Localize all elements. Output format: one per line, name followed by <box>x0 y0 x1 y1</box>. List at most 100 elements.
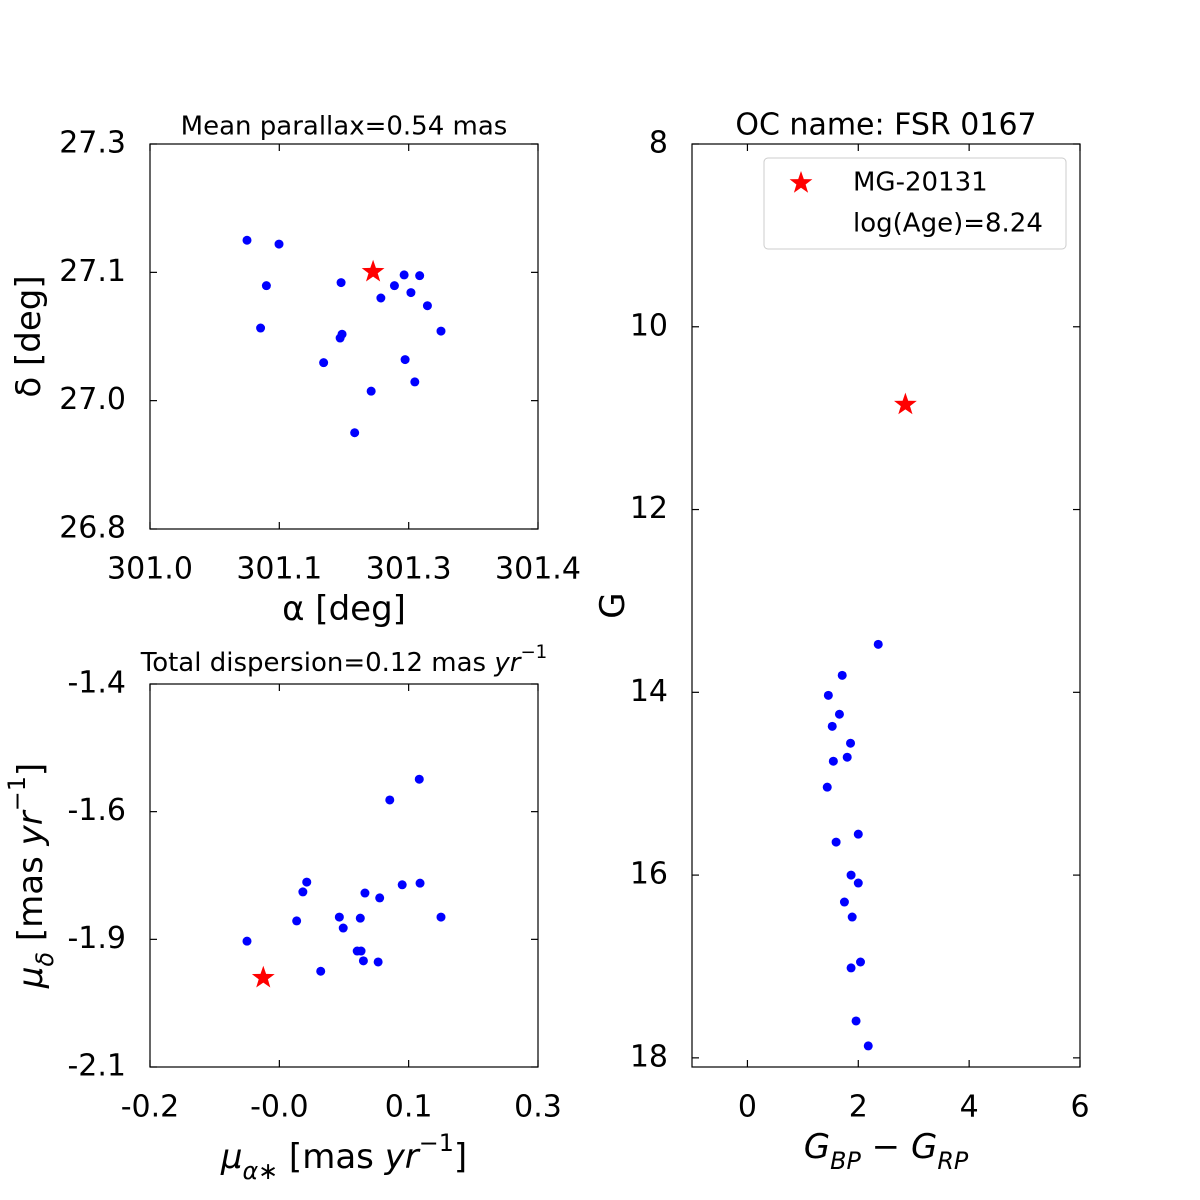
point <box>360 888 370 898</box>
point <box>338 923 348 933</box>
x-tick-label: 6 <box>1070 1090 1089 1125</box>
point <box>436 326 446 336</box>
point <box>873 639 883 649</box>
point <box>853 829 863 839</box>
point <box>376 293 386 303</box>
x-tick-label: -0.2 <box>121 1090 180 1125</box>
x-tick-label: 301.1 <box>236 552 322 587</box>
axes-frame <box>149 683 539 1068</box>
x-tick-label: -0.0 <box>250 1090 309 1125</box>
y-tick-label: -1.4 <box>67 666 126 701</box>
point <box>358 956 368 966</box>
label-part: RP <box>937 1147 969 1175</box>
x-tick-label: 0.1 <box>385 1090 433 1125</box>
label-part: μ <box>220 1137 243 1177</box>
point <box>242 936 252 946</box>
star-point <box>894 392 917 415</box>
point <box>847 912 857 922</box>
point <box>842 752 852 762</box>
label-part: Total dispersion=0.12 mas <box>140 648 495 678</box>
point <box>397 880 407 890</box>
point <box>356 946 366 956</box>
point <box>319 358 329 368</box>
axes-frame <box>691 143 1081 1068</box>
label-part: α [deg] <box>282 589 406 629</box>
label-part: yr <box>384 1137 421 1177</box>
label-part: − <box>861 1127 911 1167</box>
point <box>436 912 446 922</box>
point <box>355 913 365 923</box>
y-tick-label: 27.3 <box>59 126 126 161</box>
x-tick-label: 2 <box>849 1090 868 1125</box>
y-tick-label: 16 <box>630 857 668 892</box>
point <box>406 288 416 298</box>
legend-note: log(Age)=8.24 <box>853 209 1043 239</box>
x-axis-label: μα∗ [mas yr−1] <box>220 1129 467 1185</box>
point <box>242 235 252 245</box>
label-part: yr <box>493 648 522 678</box>
y-tick-label: 18 <box>630 1039 668 1074</box>
label-part: G <box>911 1127 937 1167</box>
point <box>823 690 833 700</box>
label-part: −1 <box>419 1129 454 1157</box>
label-part: −1 <box>3 776 31 811</box>
y-tick-label: 27.1 <box>59 254 126 289</box>
point <box>366 386 376 396</box>
y-tick-label: 10 <box>630 308 668 343</box>
point <box>298 887 308 897</box>
point <box>336 278 346 288</box>
label-part: δ [deg] <box>9 275 49 397</box>
label-part: μ <box>11 966 51 989</box>
label-part: yr <box>11 809 51 846</box>
label-part: α∗ <box>242 1157 278 1185</box>
point <box>834 709 844 719</box>
label-part: G <box>804 1127 830 1167</box>
point <box>822 782 832 792</box>
chart-title: OC name: FSR 0167 <box>735 108 1036 143</box>
point <box>399 270 409 280</box>
point <box>837 670 847 680</box>
point <box>415 878 425 888</box>
y-tick-label: 8 <box>649 126 668 161</box>
y-tick-label: -1.6 <box>67 793 126 828</box>
y-tick-label: 27.0 <box>59 382 126 417</box>
point <box>846 963 856 973</box>
y-axis-label: δ [deg] <box>9 275 49 397</box>
chart-title: Total dispersion=0.12 mas yr−1 <box>140 642 548 678</box>
point <box>337 329 347 339</box>
x-tick-label: 301.4 <box>495 552 581 587</box>
point <box>846 738 856 748</box>
legend-marker <box>789 171 813 193</box>
point <box>422 301 432 311</box>
x-tick-label: 301.0 <box>107 552 193 587</box>
y-tick-label: -2.1 <box>67 1049 126 1084</box>
point <box>373 957 383 967</box>
point <box>302 877 312 887</box>
x-axis-label: GBP − GRP <box>804 1127 969 1175</box>
x-tick-label: 301.3 <box>366 552 452 587</box>
point <box>846 870 856 880</box>
point <box>414 774 424 784</box>
point <box>292 916 302 926</box>
point <box>316 966 326 976</box>
point <box>853 878 863 888</box>
label-part: δ <box>31 952 59 967</box>
point <box>828 756 838 766</box>
y-axis-label: μδ [mas yr−1] <box>3 763 59 989</box>
legend-label: MG-20131 <box>853 168 988 198</box>
label-part: BP <box>830 1147 861 1175</box>
point <box>415 271 425 281</box>
point <box>410 377 420 387</box>
point <box>261 281 271 291</box>
x-axis-label: α [deg] <box>282 589 406 629</box>
label-part: ] <box>11 763 51 776</box>
chart-title: Mean parallax=0.54 mas <box>181 112 508 142</box>
point <box>827 721 837 731</box>
label-part: [mas <box>278 1137 385 1177</box>
label-part: [mas <box>11 845 51 952</box>
y-axis-label: G <box>593 592 633 618</box>
y-tick-label: 12 <box>630 491 668 526</box>
point <box>385 795 395 805</box>
point <box>256 323 266 333</box>
point <box>851 1016 861 1026</box>
